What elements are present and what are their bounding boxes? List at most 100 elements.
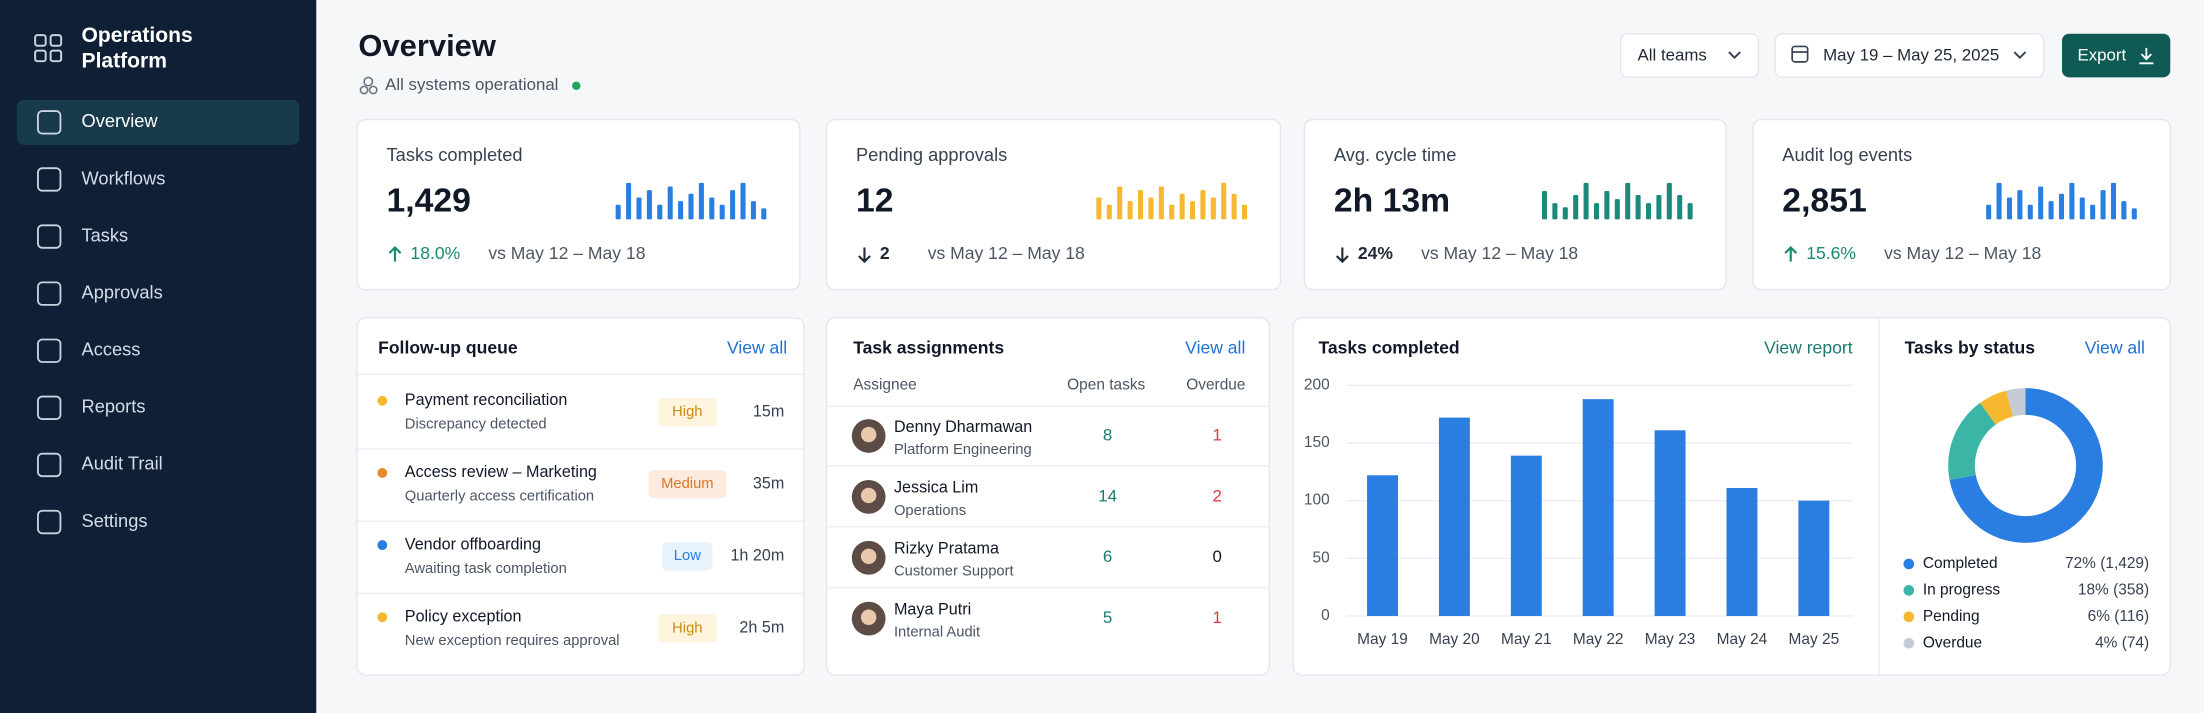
assignee-team: Platform Engineering — [894, 442, 1032, 458]
sparkline-bar — [1666, 182, 1672, 220]
nav-item[interactable]: Tasks — [82, 224, 129, 245]
view-report-link[interactable]: View report — [1764, 337, 1853, 357]
kpi-row: Tasks completed 1,429 18.0% vs May 12 – May… — [356, 118, 2171, 291]
assignee-name: Denny Dharmawan — [894, 418, 1032, 436]
open-tasks: 8 — [1103, 425, 1112, 444]
kpi-change: 18.0% — [410, 243, 460, 263]
sparkline-bar — [2079, 197, 2085, 220]
sparkline-bar — [626, 182, 632, 220]
trend-arrow — [1784, 246, 1798, 262]
kpi-value: 1,429 — [387, 181, 471, 219]
sparkline-bar — [1562, 207, 1568, 220]
sparkline-bar — [636, 197, 642, 220]
page-title: Overview — [358, 28, 496, 63]
sparkline-bar — [2027, 204, 2033, 220]
sparkline-bar — [2006, 197, 2012, 220]
x-tick-label: May 22 — [1573, 631, 1624, 648]
team-filter-label[interactable]: All teams — [1638, 46, 1707, 65]
donut-segment — [1949, 388, 2103, 543]
team-filter[interactable]: All teams — [1619, 33, 1760, 79]
sparkline-bar — [1687, 203, 1693, 220]
nav-item[interactable]: Reports — [82, 396, 146, 417]
date-range-label[interactable]: May 19 – May 25, 2025 — [1823, 46, 1999, 65]
sparkline-bar — [1127, 201, 1133, 220]
y-tick-label: 50 — [1313, 549, 1330, 566]
nav-item[interactable]: Audit Trail — [82, 453, 163, 474]
sparkline-bar — [2058, 193, 2065, 220]
column-header: Overdue — [1186, 376, 1245, 393]
kpi-label: Avg. cycle time — [1334, 144, 1456, 165]
overdue: 0 — [1213, 547, 1222, 566]
kpi-value: 12 — [856, 181, 894, 219]
sparkline-bar — [2069, 182, 2075, 220]
assignee-team: Internal Audit — [894, 625, 980, 641]
priority-dot — [377, 540, 388, 551]
nav-icon — [37, 281, 62, 306]
sparkline-bar — [1656, 195, 1662, 220]
export-label[interactable]: Export — [2077, 46, 2126, 65]
sparkline-bar — [2038, 186, 2044, 220]
kpi-value: 2h 13m — [1334, 181, 1450, 219]
kpi-card — [1752, 118, 2171, 291]
sparkline-bar — [1096, 197, 1102, 220]
overdue: 1 — [1213, 425, 1222, 444]
followup-list: Payment reconciliation Discrepancy detect… — [357, 391, 805, 649]
item-age: 35m — [753, 474, 784, 492]
kpi-label: Audit log events — [1782, 144, 1912, 165]
x-tick-label: May 23 — [1645, 631, 1696, 648]
donut-segment — [1980, 390, 2013, 425]
sparkline-bar — [1573, 195, 1579, 220]
sparkline-bar — [1117, 186, 1123, 220]
priority-badge — [648, 470, 726, 499]
view-all-link[interactable]: View all — [1185, 337, 1245, 357]
assignee-name: Rizky Pratama — [894, 540, 999, 558]
item-title: Payment reconciliation — [405, 391, 568, 409]
nav-icon — [37, 509, 62, 535]
bar — [1654, 430, 1686, 616]
nav-icon — [37, 452, 62, 478]
item-age: 15m — [753, 402, 784, 420]
export-button[interactable]: Export — [2062, 33, 2171, 78]
bar — [1438, 417, 1470, 616]
nav-item[interactable]: Access — [82, 339, 141, 360]
nav-item[interactable]: Approvals — [82, 281, 163, 302]
nav-item[interactable]: Settings — [82, 510, 148, 531]
trend-arrow — [388, 246, 402, 262]
status-icon — [359, 76, 378, 95]
priority-badge — [662, 542, 713, 571]
date-filter[interactable]: May 19 – May 25, 2025 — [1774, 33, 2045, 79]
x-tick-label: May 19 — [1357, 631, 1408, 648]
trend-arrow — [858, 247, 871, 264]
sparkline-bar — [1593, 203, 1600, 220]
x-tick-label: May 20 — [1429, 631, 1480, 648]
y-tick-label: 0 — [1321, 607, 1330, 624]
sparkline-bar — [667, 186, 673, 220]
bar — [1798, 500, 1830, 616]
nav-item[interactable]: Workflows — [82, 167, 166, 188]
assignee-team: Operations — [894, 503, 966, 519]
status-text: All systems operational — [385, 75, 558, 94]
item-age: 2h 5m — [739, 619, 784, 637]
platform-title: Operations — [82, 24, 193, 47]
legend-label: In progress — [1923, 581, 2001, 598]
view-all-link[interactable]: View all — [727, 337, 787, 357]
legend-label: Pending — [1923, 608, 1980, 625]
assignments-table: Denny Dharmawan Platform Engineering 8 1 Jes… — [826, 418, 1270, 641]
column-header: Assignee — [853, 376, 917, 393]
nav-item[interactable]: Overview — [82, 110, 159, 131]
y-tick-label: 100 — [1304, 492, 1330, 509]
overdue: 2 — [1213, 486, 1222, 505]
sparkline-bar — [750, 201, 756, 220]
sparkline-bar — [761, 208, 767, 220]
sparkline-bar — [730, 190, 736, 220]
nav-icon — [37, 395, 62, 420]
view-all-link[interactable]: View all — [2085, 337, 2145, 357]
sparkline-bar — [1604, 190, 1610, 220]
assignments-panel — [825, 317, 1270, 676]
logo — [34, 34, 63, 63]
sparkline-bar — [1645, 203, 1652, 220]
item-title: Vendor offboarding — [405, 535, 541, 553]
sparkline-bar — [1552, 203, 1558, 220]
sparkline-bar — [1200, 190, 1206, 220]
